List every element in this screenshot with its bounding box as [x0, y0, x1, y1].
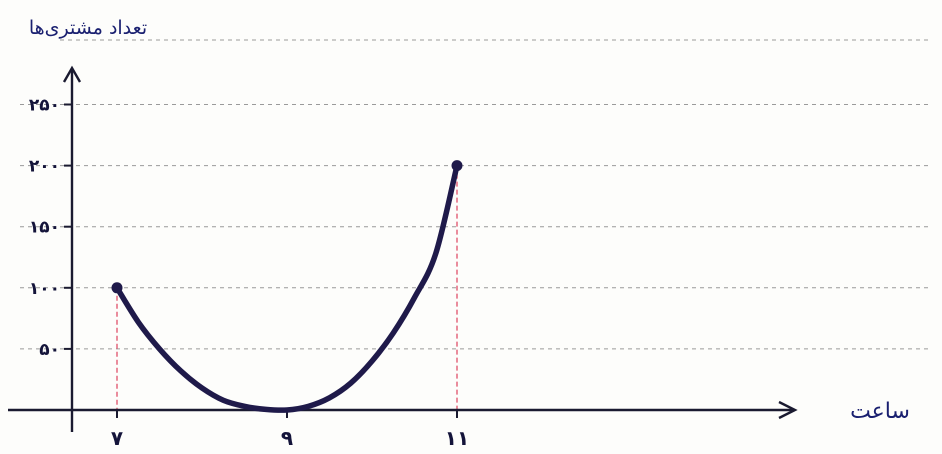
x-axis-label: ساعت [850, 399, 910, 424]
series-endpoints [111, 160, 463, 294]
y-tick-label-200: ۲۰۰ [29, 157, 60, 177]
series-line [114, 162, 460, 413]
y-tick-label-250: ۲۵۰ [29, 96, 60, 116]
y-tick-label-100: ۱۰۰ [29, 279, 60, 299]
y-axis-arrowhead [62, 65, 82, 83]
x-tick-label-7: ۷ [111, 426, 123, 450]
data-point-7 [111, 282, 123, 294]
drop-lines [116, 165, 458, 410]
axes [8, 65, 798, 432]
x-tick-label-11: ۱۱ [445, 426, 469, 450]
y-tick-label-50: ۵۰ [39, 340, 60, 360]
y-axis-label: تعداد مشتری‌ها [29, 17, 147, 39]
y-tick-label-150: ۱۵۰ [29, 218, 60, 238]
x-tick-label-9: ۹ [281, 426, 293, 450]
data-point-11 [451, 160, 463, 172]
gridlines [20, 39, 930, 350]
tick-labels: ۵۰ ۱۰۰ ۱۵۰ ۲۰۰ ۲۵۰ ۷ ۹ ۱۱ [29, 96, 469, 451]
x-axis-arrowhead [778, 400, 798, 420]
